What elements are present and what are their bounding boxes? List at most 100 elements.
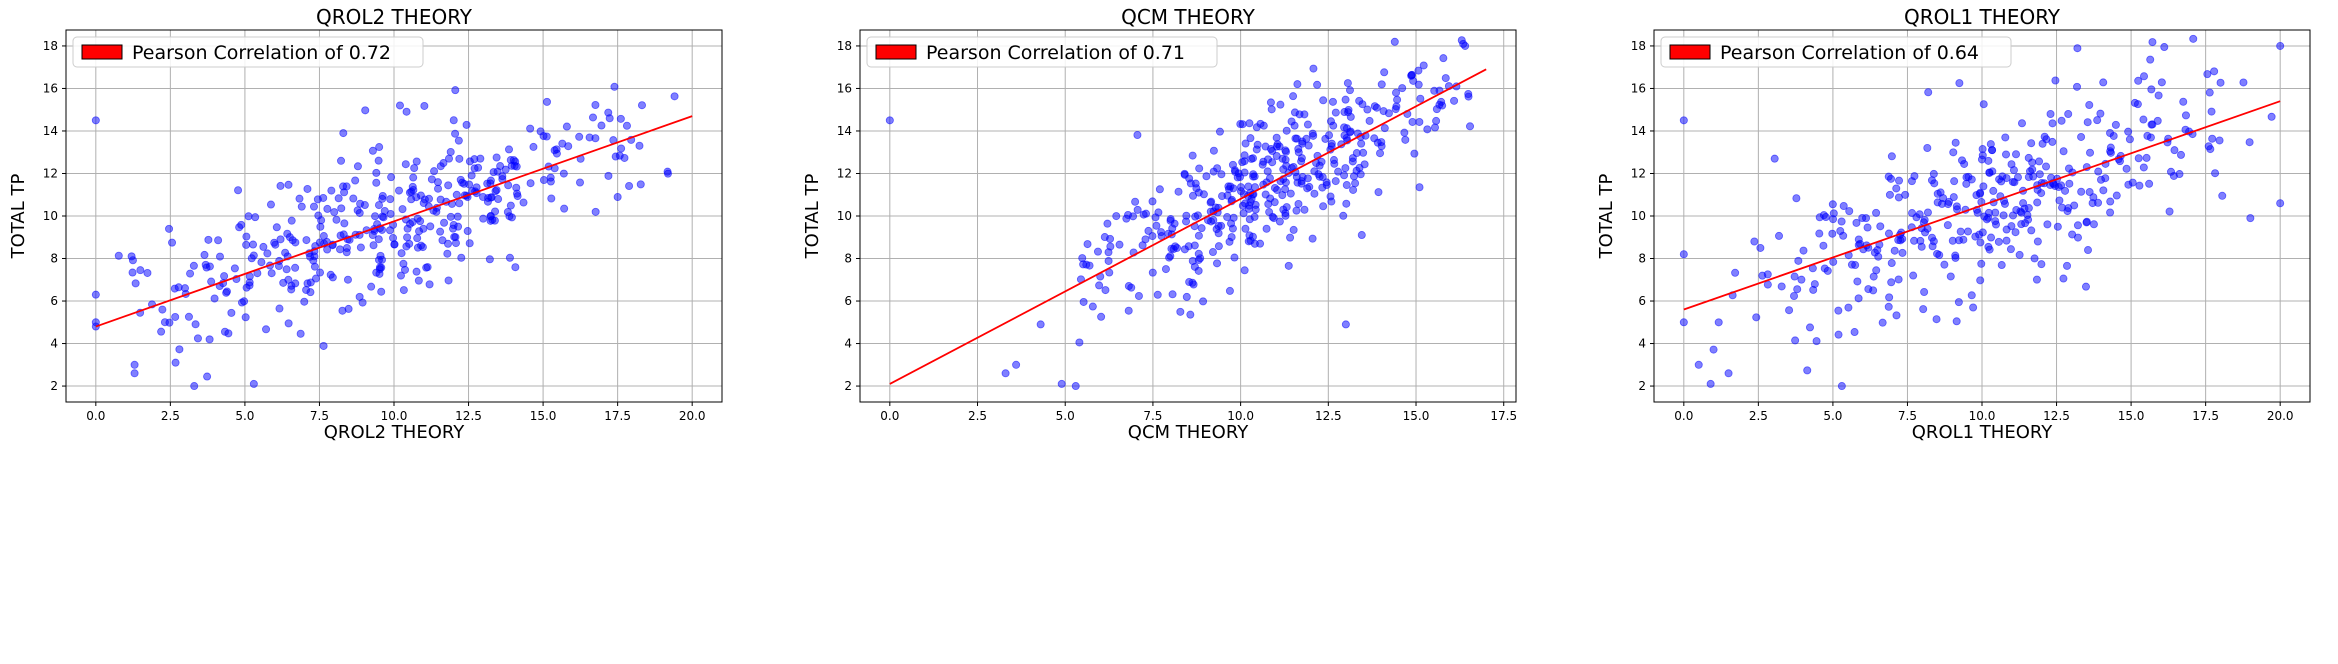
data-point [291, 263, 300, 272]
legend-label: Pearson Correlation of 0.71 [926, 42, 1185, 64]
data-point [355, 208, 364, 217]
data-point [295, 194, 304, 203]
data-point [276, 181, 285, 190]
data-point [1887, 259, 1896, 268]
data-point [1229, 184, 1238, 193]
data-point [214, 236, 223, 245]
data-point [1339, 211, 1348, 220]
data-point [1464, 90, 1473, 99]
data-point [1238, 120, 1247, 129]
data-point [157, 327, 166, 336]
data-point [2053, 222, 2062, 231]
data-point [2276, 41, 2285, 50]
data-point [227, 308, 236, 317]
data-point [503, 207, 512, 216]
data-point [1245, 119, 1254, 128]
data-point [1012, 360, 1021, 369]
data-point [1189, 191, 1198, 200]
data-point [1279, 165, 1288, 174]
data-point [1854, 294, 1863, 303]
data-point [412, 267, 421, 276]
data-point [1834, 330, 1843, 339]
data-point [492, 186, 501, 195]
data-point [1227, 233, 1236, 242]
data-point [1884, 172, 1893, 181]
data-point [1248, 154, 1257, 163]
data-point [2059, 274, 2068, 283]
data-point [1890, 246, 1899, 255]
data-point [2124, 127, 2133, 136]
data-point [1374, 188, 1383, 197]
data-point [1376, 149, 1385, 158]
data-point [1928, 233, 1937, 242]
x-tick-label: 10.0 [381, 409, 408, 423]
data-point [2035, 157, 2044, 166]
data-point [2094, 198, 2103, 207]
data-point [170, 284, 179, 293]
data-point [205, 335, 214, 344]
data-point [1872, 266, 1881, 275]
data-point [1863, 223, 1872, 232]
data-point [1079, 297, 1088, 306]
chart-panel-qrol2: 0.0 2.5 5.0 7.5 10.0 12.5 15.0 17.5 20.0 2 4 6 8 10 12… [8, 5, 723, 443]
data-point [2007, 160, 2016, 169]
data-point [1821, 213, 1830, 222]
data-point [1360, 160, 1369, 169]
data-point [2020, 204, 2029, 213]
data-point [885, 116, 894, 125]
data-point [1847, 260, 1856, 269]
data-point [1419, 61, 1428, 70]
data-point [287, 216, 296, 225]
data-point [526, 179, 535, 188]
data-point [1261, 190, 1270, 199]
data-point [2146, 55, 2155, 64]
data-point [526, 124, 535, 133]
data-point [591, 101, 600, 110]
data-point [249, 379, 258, 388]
data-point [1391, 105, 1400, 114]
data-point [426, 222, 435, 231]
data-point [1334, 167, 1343, 176]
data-point [2064, 110, 2073, 119]
data-point [1392, 88, 1401, 97]
data-point [1282, 126, 1291, 135]
data-point [1097, 312, 1106, 321]
y-tick-label: 10 [837, 209, 852, 223]
data-point [361, 106, 370, 115]
data-point [2239, 78, 2248, 87]
data-point [1297, 154, 1306, 163]
legend-box [866, 36, 1218, 68]
data-point [344, 304, 353, 313]
data-point [1858, 213, 1867, 222]
data-point [1341, 320, 1350, 329]
data-point [492, 153, 501, 162]
data-point [1954, 236, 1963, 245]
x-tick-label: 15.0 [2118, 409, 2145, 423]
data-point [1284, 261, 1293, 270]
data-point [427, 175, 436, 184]
data-point [1199, 297, 1208, 306]
data-point [1207, 197, 1216, 206]
data-point [287, 281, 296, 290]
data-point [1115, 240, 1124, 249]
data-point [2276, 199, 2285, 208]
data-point [663, 169, 672, 178]
data-point [412, 193, 421, 202]
regression-line [1683, 100, 2281, 311]
data-point [1441, 74, 1450, 83]
y-axis-label: TOTAL TP [1596, 174, 1617, 260]
data-point [430, 167, 439, 176]
data-point [1935, 251, 1944, 260]
data-point [235, 223, 244, 232]
data-point [410, 164, 419, 173]
data-point [511, 263, 520, 272]
regression-line [95, 115, 693, 328]
data-point [323, 204, 332, 213]
data-point [1908, 209, 1917, 218]
data-point [1750, 237, 1759, 246]
legend-label: Pearson Correlation of 0.64 [1720, 42, 1979, 64]
data-point [2051, 76, 2060, 85]
data-point [465, 157, 474, 166]
data-point [367, 282, 376, 291]
